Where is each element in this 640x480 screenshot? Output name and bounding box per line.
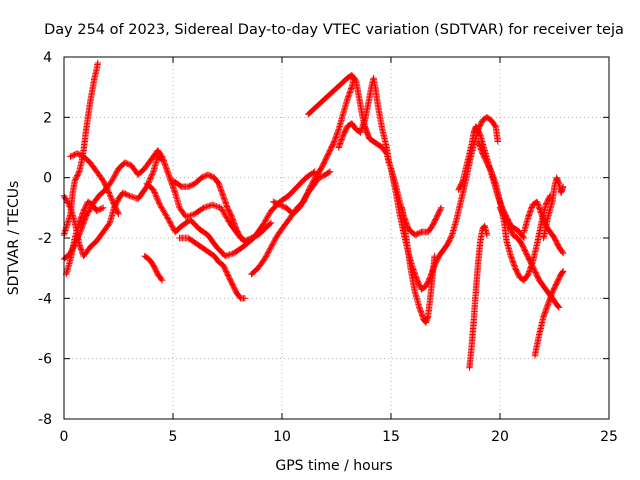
y-tick-label: -6 [38, 352, 52, 368]
x-tick-label: 10 [273, 429, 291, 445]
y-tick-label: -8 [38, 412, 52, 428]
axes [63, 56, 610, 420]
x-tick-label: 5 [169, 429, 178, 445]
data-point-markers [63, 198, 107, 278]
data-point-markers [270, 168, 334, 218]
y-tick-label: -2 [38, 231, 52, 247]
series-sat-17 [466, 222, 491, 371]
data-point-markers [335, 74, 392, 166]
grid [64, 57, 609, 419]
series-sat-5 [67, 150, 122, 218]
series-sat-9 [176, 234, 249, 302]
data-point-markers [531, 268, 567, 359]
y-tick-label: -4 [38, 291, 52, 307]
series-sat-13 [335, 74, 392, 166]
series-sat-22 [540, 174, 567, 242]
chart-title: Day 254 of 2023, Sidereal Day-to-day VTE… [44, 22, 624, 38]
series-sat-21 [531, 268, 567, 359]
tick-labels: 0 5 10 15 20 25 -8 -6 -4 -2 0 2 4 [38, 50, 618, 445]
series-sat-11 [270, 168, 334, 218]
x-tick-label: 20 [491, 429, 509, 445]
series-sat-6 [141, 252, 166, 284]
data-point-markers [466, 222, 491, 371]
y-axis-label: SDTVAR / TECUs [6, 181, 22, 296]
x-tick-label: 0 [60, 429, 69, 445]
data-point-markers [540, 174, 567, 242]
data-point-markers [67, 150, 122, 218]
data-point-markers [169, 171, 275, 245]
series-sat-15 [398, 204, 438, 326]
series-sat-4 [63, 198, 107, 278]
data-point-markers [141, 252, 166, 284]
y-tick-label: 4 [43, 50, 52, 66]
y-tick-label: 0 [43, 171, 52, 187]
x-tick-label: 25 [600, 429, 618, 445]
data-point-markers [176, 234, 249, 302]
x-axis-label: GPS time / hours [275, 458, 392, 474]
y-tick-label: 2 [43, 110, 52, 126]
series-sat-8 [169, 171, 275, 245]
x-tick-label: 15 [382, 429, 400, 445]
data-point-markers [398, 204, 438, 326]
